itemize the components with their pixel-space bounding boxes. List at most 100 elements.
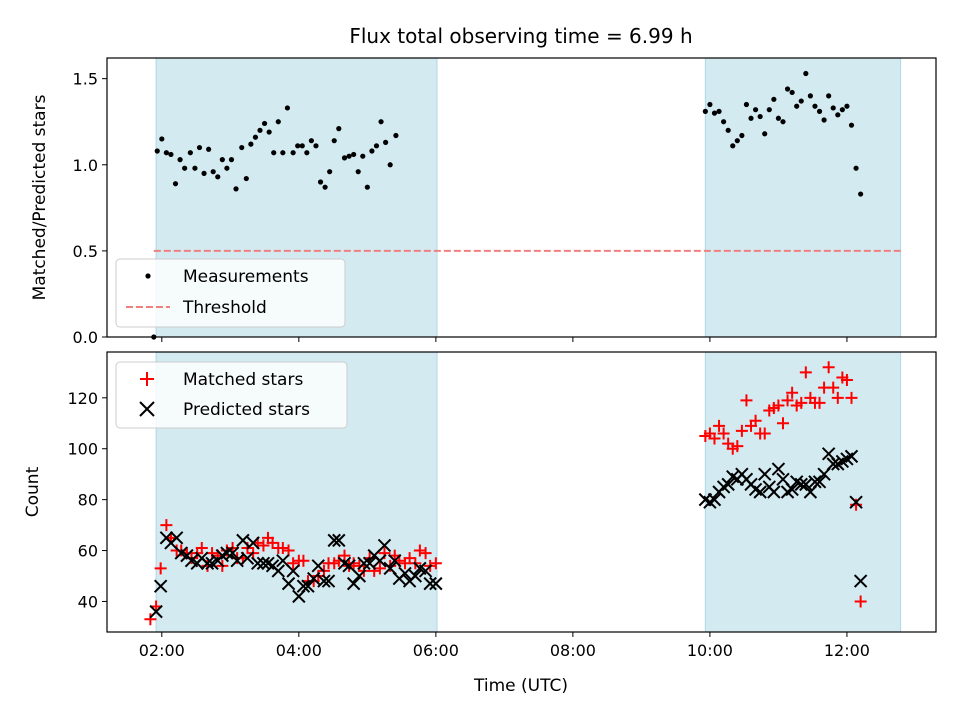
measurements-point (261, 120, 268, 127)
measurements-point (721, 119, 727, 125)
matched-stars-point (854, 595, 867, 608)
measurements-point (378, 119, 384, 125)
measurements-point (201, 170, 207, 176)
predicted-stars-point (296, 579, 311, 593)
measurements-point (711, 110, 718, 116)
predicted-stars-point (321, 574, 336, 588)
measurements-point (219, 157, 225, 163)
matched-stars-point (758, 427, 771, 440)
measurements-point (743, 101, 750, 108)
measurements-point (243, 175, 249, 182)
predicted-stars-point (332, 533, 346, 548)
bottom-panel-y-axis-label: Count (23, 466, 43, 517)
measurements-point (322, 184, 328, 190)
predicted-stars-point (808, 475, 822, 489)
measurements-point (794, 103, 800, 109)
predicted-stars-point (286, 564, 300, 578)
x-tick-label: 10:00 (687, 641, 733, 660)
predicted-stars-point (771, 462, 786, 476)
predicted-stars-point (377, 538, 392, 553)
measurements-point (716, 108, 722, 114)
matched-stars-point (154, 562, 167, 575)
measurements-point (336, 126, 342, 132)
predicted-stars-point (200, 556, 215, 570)
matched-stars-point (297, 554, 310, 567)
x-tick-label: 04:00 (276, 641, 322, 660)
measurements-point (775, 115, 782, 121)
predicted-stars-point (721, 477, 735, 492)
measurements-point (284, 105, 291, 111)
measurements-point (757, 113, 763, 120)
shaded-interval-1 (705, 352, 901, 632)
y-tick-label: 60 (78, 542, 98, 561)
measurements-point (816, 108, 823, 114)
measurements-point (739, 132, 745, 139)
matched-stars-point (786, 386, 799, 399)
predicted-stars-point (418, 564, 433, 578)
matched-stars-point (287, 557, 300, 570)
top-panel-data-layer (151, 70, 901, 340)
matched-stars-point (740, 394, 753, 407)
matched-stars-point (419, 547, 432, 560)
measurements-point (257, 127, 263, 133)
matched-stars-point (776, 417, 789, 430)
predicted-stars-point (853, 574, 868, 588)
measurements-point (192, 165, 198, 171)
matched-stars-point (338, 549, 351, 562)
measurements-point (295, 143, 301, 149)
predicted-stars-point (373, 554, 387, 568)
matched-stars-point (731, 440, 744, 453)
matched-stars-point (822, 361, 835, 374)
predicted-stars-point (281, 576, 296, 591)
y-tick-label: 1.5 (73, 70, 98, 89)
y-tick-label: 100 (67, 440, 98, 459)
shaded-interval-1 (705, 58, 901, 337)
matched-stars-point (257, 539, 270, 552)
measurements-point (271, 150, 277, 156)
matched-stars-point (403, 552, 416, 565)
measurements-point (224, 165, 230, 171)
legend-matched-stars-label: Matched stars (183, 370, 303, 390)
predicted-stars-point (276, 554, 290, 568)
y-tick-label: 0.0 (73, 328, 98, 347)
measurements-point (848, 122, 855, 128)
measurements-point (858, 191, 864, 197)
measurements-point (821, 117, 827, 123)
measurements-point (351, 151, 357, 158)
y-tick-label: 40 (78, 592, 98, 611)
matched-stars-point (772, 399, 785, 412)
y-tick-label: 0.5 (73, 242, 98, 261)
predicted-stars-point (301, 579, 315, 593)
top-panel: 0.0 0.5 1.0 1.5 Matched/Predicted stars Mea… (30, 57, 937, 347)
measurements-point (364, 184, 370, 190)
matched-stars-point (717, 427, 730, 440)
predicted-stars-point (327, 533, 341, 548)
measurements-point (803, 70, 809, 77)
legend-matched-stars-marker (140, 372, 154, 386)
y-tick-label: 1.0 (73, 156, 98, 175)
predicted-stars-point (758, 467, 772, 481)
predicted-stars-point (149, 604, 163, 619)
predicted-stars-point (220, 546, 234, 560)
measurements-point (725, 127, 731, 133)
measurements-point (248, 141, 254, 147)
top-panel-y-axis-label: Matched/Predicted stars (30, 94, 50, 300)
predicted-stars-point (785, 482, 799, 497)
measurements-point (771, 96, 777, 102)
matched-stars-point (831, 391, 844, 404)
matched-stars-point (347, 557, 360, 570)
predicted-stars-point (240, 551, 255, 565)
predicted-stars-point (306, 571, 321, 586)
measurements-point (702, 108, 708, 114)
measurements-point (196, 144, 203, 151)
predicted-stars-point (271, 564, 285, 578)
bottom-panel-data-layer (144, 361, 868, 626)
predicted-stars-point (236, 533, 250, 548)
predicted-stars-point (794, 477, 808, 492)
legend-measurements-marker (145, 273, 151, 279)
measurements-point (369, 148, 375, 154)
x-axis-label: Time (UTC) (473, 676, 568, 696)
predicted-stars-point (767, 485, 781, 499)
matched-stars-point (840, 374, 853, 386)
